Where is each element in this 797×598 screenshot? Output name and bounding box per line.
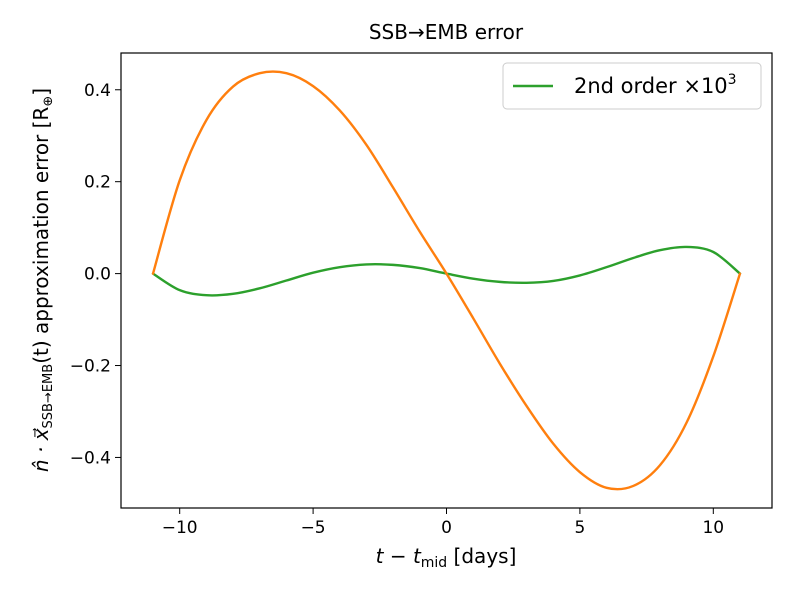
legend-label-base: 2nd order ×10 xyxy=(574,74,728,98)
y-label-sub: SSB→EMB xyxy=(41,364,56,429)
x-tick-label: 10 xyxy=(702,518,724,538)
x-label-base: t − t xyxy=(376,544,422,568)
plot-frame xyxy=(120,52,773,509)
y-axis-label: n̂ · x⃗SSB→EMB(t) approximation error [R… xyxy=(29,88,56,472)
x-tick-label: 0 xyxy=(441,518,452,538)
y-axis: −0.4 −0.2 0.0 0.2 0.4 xyxy=(70,81,121,468)
x-label-rest: [days] xyxy=(447,544,516,568)
series-line-1 xyxy=(151,70,742,491)
y-label-sub2: ⊕ xyxy=(41,96,56,107)
x-label-sub: mid xyxy=(421,555,447,571)
legend-box xyxy=(502,62,762,110)
y-tick-label: −0.4 xyxy=(70,448,111,468)
y-tick-label: 0.0 xyxy=(84,265,111,285)
y-label-base: n̂ · x⃗ xyxy=(29,428,53,472)
legend-label-sup: 3 xyxy=(728,72,737,88)
x-tick-label: −10 xyxy=(162,518,198,538)
x-tick-label: −5 xyxy=(301,518,326,538)
legend: 2nd order ×103 xyxy=(502,62,762,110)
y-tick-label: 0.4 xyxy=(84,81,111,101)
y-label-end: ] xyxy=(29,88,53,96)
x-axis-label: t − tmid [days] xyxy=(376,544,517,571)
chart-title: SSB→EMB error xyxy=(369,20,524,44)
series-layer xyxy=(151,70,742,491)
x-axis: −10 −5 0 5 10 xyxy=(162,508,724,538)
y-tick-label: −0.2 xyxy=(70,357,111,377)
y-label-rest: (t) approximation error [R xyxy=(29,107,53,364)
x-tick-label: 5 xyxy=(574,518,585,538)
legend-label: 2nd order ×103 xyxy=(574,72,737,98)
series-line-0 xyxy=(151,245,742,297)
y-tick-label: 0.2 xyxy=(84,173,111,193)
